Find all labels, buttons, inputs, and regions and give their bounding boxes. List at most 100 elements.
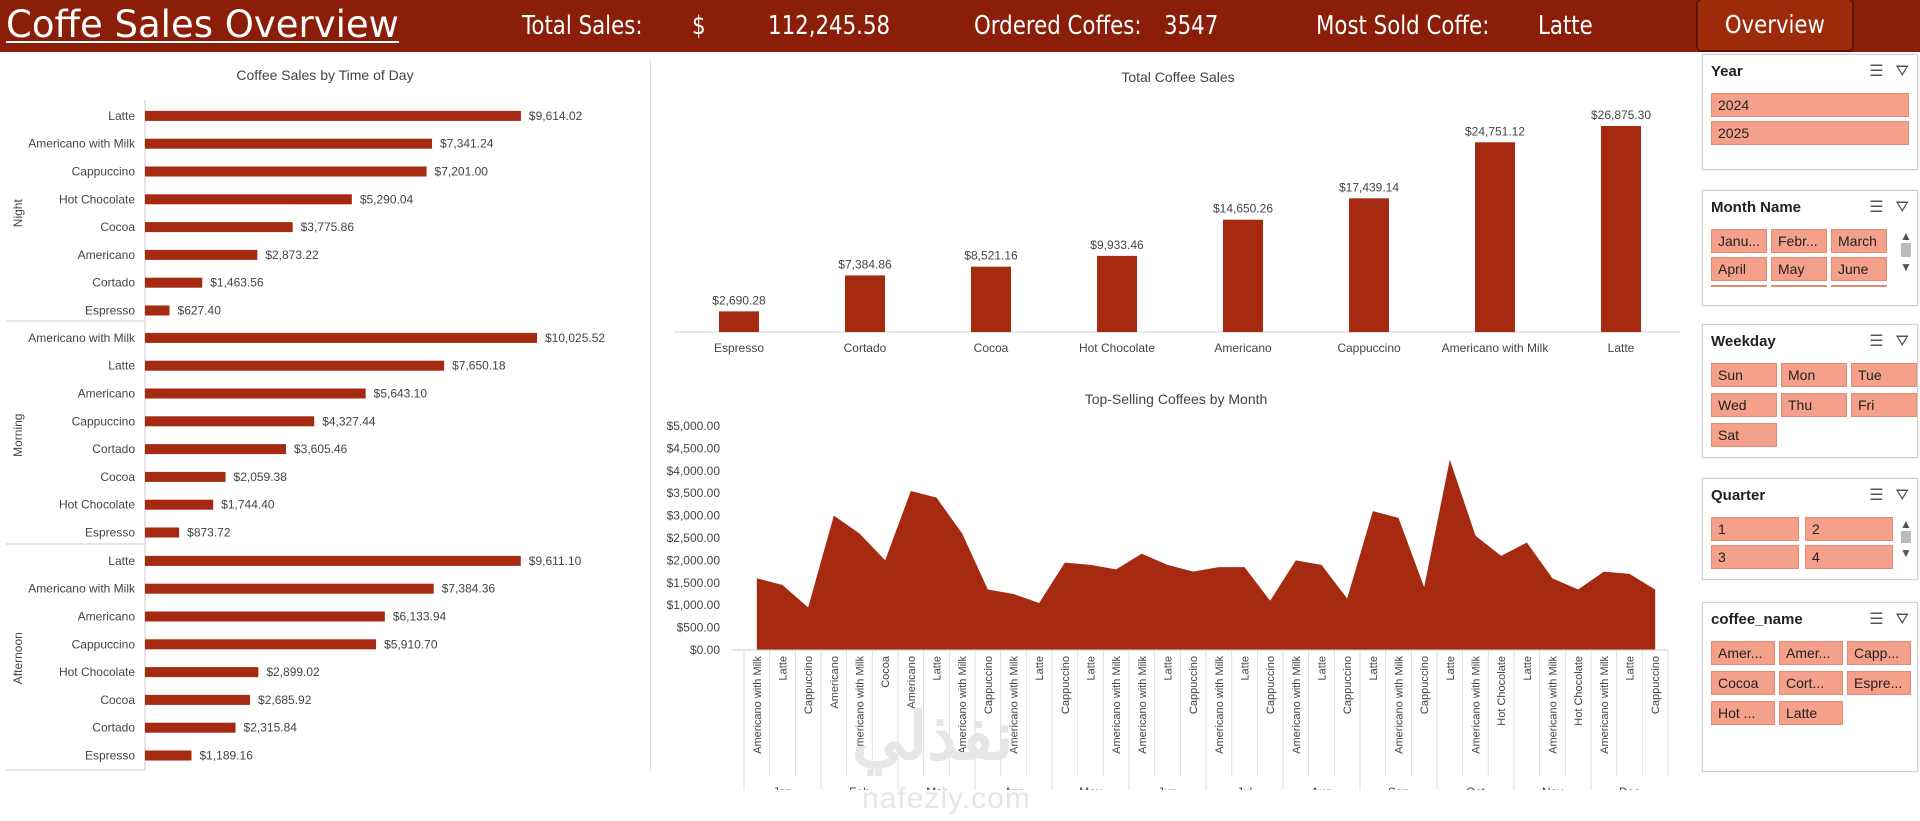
bar — [145, 249, 258, 260]
slicer-weekday-item[interactable]: Thu — [1781, 393, 1847, 417]
currency-symbol: $ — [692, 11, 706, 41]
multiselect-icon[interactable]: ☰ — [1869, 199, 1884, 216]
bar — [1223, 219, 1263, 332]
slicer-month-item-partial[interactable] — [1831, 285, 1887, 287]
ordered-coffees-label: Ordered Coffes: — [974, 11, 1142, 41]
slicer-weekday-item[interactable]: Sat — [1711, 423, 1777, 447]
clear-filter-icon[interactable]: ⛛ — [1895, 611, 1909, 628]
clear-filter-icon[interactable]: ⛛ — [1895, 487, 1909, 504]
slicer-month-item[interactable]: June — [1831, 257, 1887, 281]
category-label: Americano — [1214, 341, 1272, 355]
y-tick-label: $1,500.00 — [667, 576, 721, 590]
slicer-quarter-item[interactable]: 1 — [1711, 517, 1799, 541]
x-tick-label: Latte — [1625, 656, 1637, 680]
month-label: Feb — [849, 785, 870, 790]
bar — [145, 110, 521, 121]
slicer-weekday-item[interactable]: Mon — [1781, 363, 1847, 387]
data-label: $7,341.24 — [440, 137, 494, 151]
month-label: Mar — [926, 785, 947, 790]
slicer-coffee-item[interactable]: Amer... — [1711, 641, 1775, 665]
slicer-coffee-item[interactable]: Cocoa — [1711, 671, 1775, 695]
category-label: Cocoa — [974, 341, 1009, 355]
data-label: $5,910.70 — [384, 637, 438, 651]
x-tick-label: Americano with Milk — [1291, 656, 1303, 754]
x-tick-label: Latte — [932, 656, 944, 680]
data-label: $3,605.46 — [294, 442, 348, 456]
slicer-coffee-item[interactable]: Amer... — [1779, 641, 1843, 665]
slicer-weekday-item[interactable]: Fri — [1851, 393, 1917, 417]
x-tick-label: Americano — [829, 656, 841, 709]
slicer-month-item-partial[interactable] — [1711, 285, 1767, 287]
data-label: $14,650.26 — [1213, 202, 1273, 216]
data-label: $26,875.30 — [1591, 108, 1651, 122]
slicer-quarter: Quarter ☰ ⛛ 1 2 3 4 ▲ ▼ — [1702, 478, 1918, 580]
slicer-month-item[interactable]: Janu... — [1711, 229, 1767, 253]
slicer-year-item[interactable]: 2025 — [1711, 121, 1909, 145]
bar — [971, 266, 1011, 332]
slicer-month-item[interactable]: May — [1771, 257, 1827, 281]
x-tick-label: Cappuccino — [1188, 656, 1200, 714]
x-tick-label: Americano with Milk — [1394, 656, 1406, 754]
category-label: Cocoa — [100, 220, 135, 234]
clear-filter-icon[interactable]: ⛛ — [1895, 199, 1909, 216]
x-tick-label: Americano with Milk — [1111, 656, 1123, 754]
x-tick-label: Hot Chocolate — [1573, 656, 1585, 726]
x-tick-label: Latte — [1445, 656, 1457, 680]
month-label: Jul — [1237, 785, 1252, 790]
category-label: Cappuccino — [72, 165, 136, 179]
bar — [145, 583, 434, 594]
bar — [145, 722, 236, 733]
multiselect-icon[interactable]: ☰ — [1869, 611, 1884, 628]
slicer-year-item[interactable]: 2024 — [1711, 93, 1909, 117]
slicer-coffee-item[interactable]: Cort... — [1779, 671, 1843, 695]
slicer-weekday-item[interactable]: Wed — [1711, 393, 1777, 417]
x-tick-label: Americano with Milk — [1137, 656, 1149, 754]
slicer-coffee-item[interactable]: Capp... — [1847, 641, 1911, 665]
y-tick-label: $500.00 — [677, 621, 721, 635]
bar — [145, 222, 293, 233]
slicer-coffee-item[interactable]: Espre... — [1847, 671, 1911, 695]
category-label: Cocoa — [100, 693, 135, 707]
slicer-month-item[interactable]: Febr... — [1771, 229, 1827, 253]
slicer-month-item[interactable]: March — [1831, 229, 1887, 253]
slicer-month-item-partial[interactable] — [1771, 285, 1827, 287]
slicer-coffee-item[interactable]: Latte — [1779, 701, 1843, 725]
slicer-quarter-item[interactable]: 2 — [1805, 517, 1893, 541]
bar — [145, 499, 214, 510]
bar — [145, 555, 521, 566]
category-label: Americano — [78, 610, 136, 624]
category-label: Latte — [1608, 341, 1635, 355]
category-label: Cortado — [92, 442, 135, 456]
multiselect-icon[interactable]: ☰ — [1869, 333, 1884, 350]
multiselect-icon[interactable]: ☰ — [1869, 487, 1884, 504]
monthly-area-chart: Top-Selling Coffees by Month $0.00 $500.00… — [667, 391, 1669, 790]
category-label: Espresso — [85, 304, 135, 318]
multiselect-icon[interactable]: ☰ — [1869, 63, 1884, 80]
data-label: $24,751.12 — [1465, 124, 1525, 138]
slicer-quarter-item[interactable]: 4 — [1805, 545, 1893, 569]
bar — [145, 444, 286, 455]
x-tick-label: Cappuccino — [1419, 656, 1431, 714]
data-label: $7,201.00 — [435, 165, 489, 179]
month-label: Aug — [1311, 785, 1332, 790]
category-label: Latte — [108, 359, 135, 373]
slicer-month-item[interactable]: April — [1711, 257, 1767, 281]
x-tick-label: Americano with Milk — [1214, 656, 1226, 754]
data-label: $7,650.18 — [452, 359, 506, 373]
chart-title: Top-Selling Coffees by Month — [1085, 391, 1268, 407]
category-label: Cappuccino — [72, 414, 136, 428]
month-label: May — [1079, 785, 1102, 790]
month-label: Jun — [1158, 785, 1177, 790]
clear-filter-icon[interactable]: ⛛ — [1895, 63, 1909, 80]
x-tick-label: Latte — [1240, 656, 1252, 680]
slicer-quarter-scrollbar[interactable]: ▲ ▼ — [1900, 517, 1912, 560]
slicer-weekday-item[interactable]: Sun — [1711, 363, 1777, 387]
slicer-quarter-item[interactable]: 3 — [1711, 545, 1799, 569]
slicer-coffee-item[interactable]: Hot ... — [1711, 701, 1775, 725]
x-tick-label: Latte — [1522, 656, 1534, 680]
bar — [145, 611, 385, 622]
overview-button[interactable]: Overview — [1696, 0, 1854, 52]
clear-filter-icon[interactable]: ⛛ — [1895, 333, 1909, 350]
slicer-month-scrollbar[interactable]: ▲ ▼ — [1900, 229, 1912, 274]
slicer-weekday-item[interactable]: Tue — [1851, 363, 1917, 387]
